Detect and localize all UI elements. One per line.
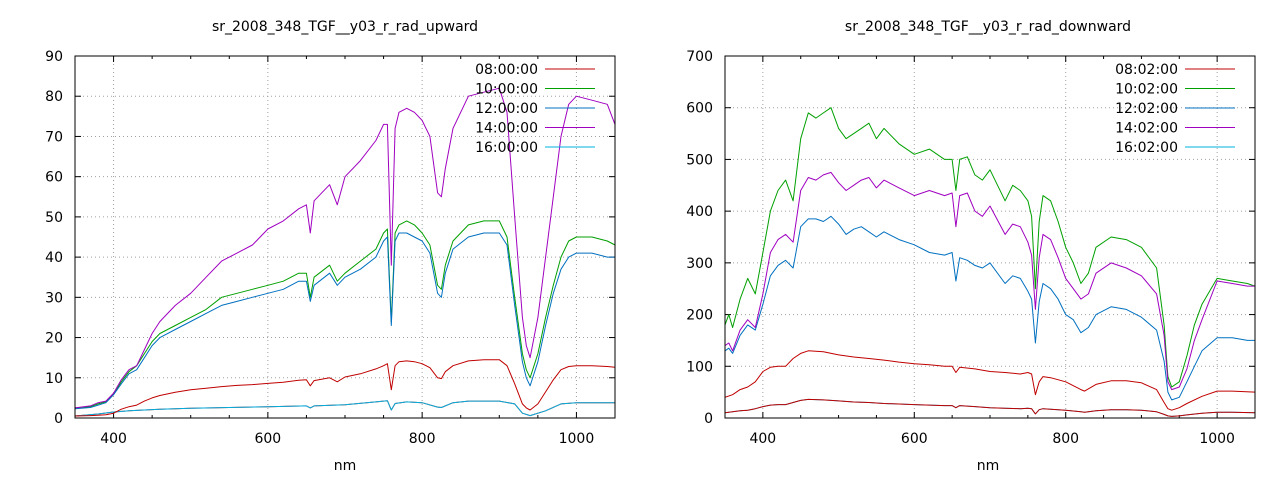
series-line-5 xyxy=(75,359,615,417)
series-line-0 xyxy=(725,350,1255,411)
legend-label: 14:02:00 xyxy=(1115,121,1178,137)
y-tick-label: 90 xyxy=(45,49,63,65)
y-tick-label: 60 xyxy=(45,170,63,186)
y-tick-label: 30 xyxy=(45,290,63,306)
y-tick-label: 50 xyxy=(45,210,63,226)
series-line-1 xyxy=(725,107,1255,388)
legend-label: 16:02:00 xyxy=(1115,140,1178,156)
series-line-2 xyxy=(725,215,1255,401)
series-line-3 xyxy=(75,87,615,409)
series-group xyxy=(725,107,1255,417)
chart-title: sr_2008_348_TGF__y03_r_rad_downward xyxy=(845,19,1131,35)
legend-label: 08:00:00 xyxy=(475,62,538,78)
legend-label: 10:02:00 xyxy=(1115,82,1178,98)
x-tick-label: 800 xyxy=(409,431,436,447)
y-tick-label: 100 xyxy=(686,359,713,375)
legend: 08:02:00 10:02:00 12:02:00 14:02:00 16:02:00 xyxy=(1115,62,1235,156)
x-tick-label: 400 xyxy=(749,431,776,447)
legend-label: 12:00:00 xyxy=(475,101,538,117)
x-axis-label: nm xyxy=(334,458,357,474)
legend-label: 14:00:00 xyxy=(475,121,538,137)
chart-title: sr_2008_348_TGF__y03_r_rad_upward xyxy=(212,19,478,35)
x-tick-label: 800 xyxy=(1052,431,1079,447)
y-tick-label: 0 xyxy=(704,411,713,427)
plot-frame xyxy=(74,55,616,419)
x-axis-label: nm xyxy=(977,458,1000,474)
y-tick-label: 70 xyxy=(45,129,63,145)
y-tick-label: 80 xyxy=(45,89,63,105)
legend: 08:00:00 10:00:00 12:00:00 14:00:00 16:00:00 xyxy=(475,62,595,156)
x-tick-label: 1000 xyxy=(559,431,595,447)
y-tick-label: 200 xyxy=(686,308,713,324)
x-tick-label: 1000 xyxy=(1199,431,1235,447)
y-tick-label: 0 xyxy=(54,411,63,427)
y-tick-label: 300 xyxy=(686,256,713,272)
series-line-3 xyxy=(725,171,1255,391)
y-tick-label: 500 xyxy=(686,152,713,168)
y-tick-label: 600 xyxy=(686,101,713,117)
series-line-5 xyxy=(725,398,1255,417)
y-tick-label: 700 xyxy=(686,49,713,65)
y-tick-label: 20 xyxy=(45,331,63,347)
y-tick-label: 400 xyxy=(686,204,713,220)
chart-upward: sr_2008_348_TGF__y03_r_rad_upward nm 0 10… xyxy=(45,19,616,474)
x-tick-label: 400 xyxy=(100,431,127,447)
series-line-2 xyxy=(75,232,615,410)
series-line-0 xyxy=(75,400,615,417)
x-tick-label: 600 xyxy=(254,431,281,447)
legend-label: 10:00:00 xyxy=(475,82,538,98)
series-group xyxy=(75,87,615,417)
y-tick-label: 40 xyxy=(45,250,63,266)
x-tick-label: 600 xyxy=(901,431,928,447)
series-line-1 xyxy=(75,220,615,409)
legend-label: 16:00:00 xyxy=(475,140,538,156)
legend-label: 12:02:00 xyxy=(1115,101,1178,117)
legend-label: 08:02:00 xyxy=(1115,62,1178,78)
chart-downward: sr_2008_348_TGF__y03_r_rad_downward nm 0… xyxy=(686,19,1256,474)
plot-frame xyxy=(724,55,1256,419)
series-line-4 xyxy=(75,400,615,417)
y-tick-label: 10 xyxy=(45,371,63,387)
